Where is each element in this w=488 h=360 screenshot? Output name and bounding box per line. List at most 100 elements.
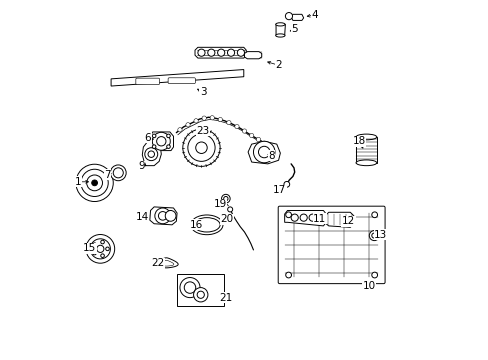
Circle shape (285, 212, 291, 218)
FancyBboxPatch shape (136, 78, 159, 85)
Ellipse shape (355, 134, 376, 140)
Circle shape (144, 148, 158, 161)
Circle shape (93, 251, 96, 255)
Text: 8: 8 (267, 150, 274, 161)
Circle shape (223, 197, 227, 201)
FancyBboxPatch shape (278, 206, 384, 284)
Circle shape (202, 116, 206, 120)
Circle shape (152, 145, 156, 148)
Text: 7: 7 (104, 170, 111, 180)
Circle shape (92, 180, 97, 186)
Text: 4: 4 (310, 10, 317, 20)
Polygon shape (325, 212, 353, 227)
Circle shape (256, 137, 260, 141)
Circle shape (97, 245, 104, 252)
Circle shape (178, 128, 182, 132)
Text: 23: 23 (196, 126, 209, 135)
Polygon shape (247, 141, 280, 164)
Circle shape (242, 129, 246, 133)
Circle shape (185, 123, 190, 127)
Text: 19: 19 (213, 199, 226, 210)
Circle shape (217, 49, 224, 56)
Ellipse shape (190, 215, 223, 235)
Text: 1: 1 (74, 177, 81, 187)
Circle shape (253, 141, 274, 163)
Circle shape (187, 134, 215, 161)
Polygon shape (154, 258, 178, 268)
Circle shape (371, 272, 377, 278)
Circle shape (158, 212, 167, 220)
Circle shape (285, 272, 291, 278)
Text: 17: 17 (272, 185, 285, 195)
Polygon shape (276, 24, 285, 36)
Circle shape (166, 134, 170, 138)
Circle shape (81, 169, 108, 197)
Polygon shape (159, 260, 174, 266)
Circle shape (198, 49, 204, 56)
Circle shape (193, 288, 207, 302)
Circle shape (285, 13, 292, 20)
Circle shape (226, 121, 230, 125)
Text: 11: 11 (312, 214, 326, 224)
Circle shape (210, 116, 214, 120)
Text: 9: 9 (138, 161, 144, 171)
Text: 13: 13 (373, 230, 386, 239)
Text: 2: 2 (275, 60, 281, 70)
Circle shape (110, 165, 126, 181)
Circle shape (76, 164, 113, 202)
Text: 21: 21 (219, 293, 232, 303)
Circle shape (166, 145, 170, 148)
FancyBboxPatch shape (177, 274, 223, 306)
Circle shape (227, 207, 232, 212)
Text: 14: 14 (135, 212, 149, 221)
Circle shape (113, 168, 123, 178)
Ellipse shape (275, 23, 285, 26)
Circle shape (234, 125, 239, 129)
Circle shape (165, 211, 176, 221)
Circle shape (180, 278, 200, 298)
Circle shape (371, 233, 376, 238)
Circle shape (249, 134, 253, 138)
Text: 15: 15 (83, 243, 96, 253)
Circle shape (308, 214, 316, 221)
Circle shape (221, 194, 230, 203)
Polygon shape (284, 211, 325, 226)
Circle shape (86, 175, 102, 191)
Polygon shape (244, 51, 261, 59)
Circle shape (237, 49, 244, 56)
Circle shape (105, 247, 109, 251)
Text: 12: 12 (341, 216, 354, 226)
Polygon shape (149, 207, 177, 225)
Circle shape (86, 234, 115, 263)
Circle shape (371, 212, 377, 218)
Polygon shape (195, 47, 246, 58)
Circle shape (197, 291, 204, 298)
Circle shape (195, 142, 207, 153)
Ellipse shape (355, 160, 376, 166)
Circle shape (368, 230, 379, 240)
Circle shape (258, 146, 269, 158)
Polygon shape (142, 142, 161, 166)
Circle shape (300, 214, 306, 221)
Circle shape (93, 243, 96, 247)
Circle shape (194, 119, 198, 123)
Polygon shape (150, 132, 173, 150)
Circle shape (183, 129, 220, 166)
Text: 6: 6 (144, 133, 151, 143)
Ellipse shape (193, 218, 220, 232)
Text: 18: 18 (352, 136, 365, 146)
Circle shape (290, 214, 298, 221)
Circle shape (156, 136, 165, 146)
Circle shape (284, 181, 289, 187)
Circle shape (184, 282, 195, 293)
Text: 22: 22 (151, 258, 164, 268)
Text: 20: 20 (220, 215, 233, 224)
Text: 5: 5 (291, 24, 297, 35)
Circle shape (148, 151, 154, 157)
Circle shape (152, 132, 170, 150)
Text: 16: 16 (189, 220, 203, 230)
Circle shape (101, 254, 104, 257)
FancyBboxPatch shape (168, 78, 195, 84)
Polygon shape (355, 137, 376, 163)
Polygon shape (111, 69, 244, 86)
